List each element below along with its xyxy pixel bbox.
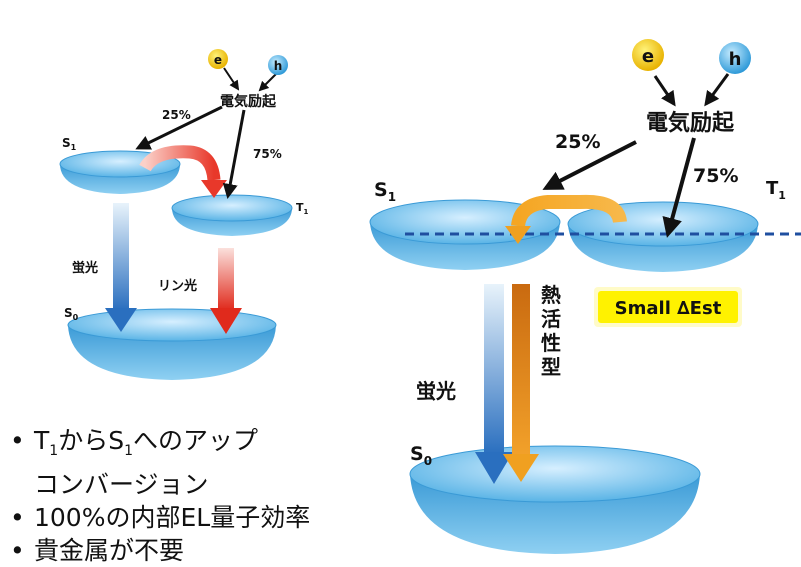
right-tadf-label: 熱 活 性 型 <box>541 283 561 379</box>
right-singlet-excitation-arrow <box>542 140 637 190</box>
left-isc-curve-arrow <box>139 145 227 198</box>
left-s0-disc <box>67 308 277 380</box>
right-excitation-label: 電気励起 <box>646 110 735 136</box>
left-hole-label: h <box>274 59 283 73</box>
left-singlet-pct: 25% <box>162 108 191 122</box>
left-phosphorescence-label: リン光 <box>158 278 197 294</box>
bullet-list: • T1からS1へのアップ コンバージョン • 100%の内部EL量子効率 • … <box>10 424 402 567</box>
left-t1-label: T1 <box>296 201 309 216</box>
left-t1-disc <box>171 194 293 236</box>
left-triplet-excitation-arrow <box>222 109 246 199</box>
right-tadf-char: 活 <box>541 307 561 331</box>
bullet-dot: • <box>10 503 25 532</box>
left-excitation-label: 電気励起 <box>220 93 277 110</box>
left-hole-ball <box>268 55 288 75</box>
right-hole-ball <box>719 42 751 74</box>
bullet-text: T1からS1へのアップ <box>34 426 259 459</box>
left-triplet-pct: 75% <box>253 147 282 161</box>
bullet-dot: • <box>10 536 25 565</box>
right-fluorescence-label: 蛍光 <box>416 379 456 403</box>
right-s0-label: S0 <box>410 443 432 468</box>
right-electron-label: e <box>642 46 654 67</box>
left-electron-arrow <box>223 67 240 91</box>
right-diagram: e h 電気励起 25% 75% S1 T1 S0 蛍光 熱 活 性 型 Sma… <box>369 39 801 554</box>
right-singlet-pct: 25% <box>555 131 600 153</box>
right-t1-disc <box>567 201 759 272</box>
bullet-item: • 100%の内部EL量子効率 <box>10 501 402 534</box>
left-s0-label: S0 <box>64 306 79 322</box>
right-tadf-char: 熱 <box>541 283 561 307</box>
left-fluorescence-label: 蛍光 <box>72 260 98 276</box>
small-dest-label: Small ∆Est <box>615 298 722 319</box>
left-singlet-excitation-arrow <box>135 105 223 150</box>
right-tadf-char: 性 <box>541 331 561 355</box>
right-fluorescence-arrow <box>475 284 513 484</box>
bullet-dot: • <box>10 426 25 455</box>
left-hole-arrow <box>258 73 277 92</box>
right-electron-ball <box>632 39 664 71</box>
left-diagram: e h 電気励起 25% 75% S1 T1 S0 蛍光 リン光 <box>59 49 309 380</box>
right-t1-label: T1 <box>766 178 786 202</box>
right-tadf-char: 型 <box>541 355 561 379</box>
left-electron-label: e <box>214 53 222 67</box>
left-electron-ball <box>208 49 228 69</box>
bullet-item: • 貴金属が不要 <box>10 534 402 567</box>
left-fluorescence-arrow <box>105 203 137 332</box>
bullet-item: • T1からS1へのアップ <box>10 424 402 468</box>
right-s1-label: S1 <box>374 179 396 204</box>
right-electron-arrow <box>653 75 676 107</box>
small-dest-box: Small ∆Est <box>594 287 742 327</box>
bullet-text: 100%の内部EL量子効率 <box>34 503 311 532</box>
right-triplet-pct: 75% <box>693 165 738 187</box>
left-s1-label: S1 <box>62 136 77 152</box>
right-s0-disc <box>409 445 701 554</box>
right-hole-arrow <box>704 73 730 107</box>
right-hole-label: h <box>729 49 742 70</box>
right-tadf-arrow <box>503 284 539 482</box>
bullet-continuation: コンバージョン <box>34 470 209 499</box>
right-reverse-isc-arrow <box>505 194 627 244</box>
bullet-text: 貴金属が不要 <box>34 536 185 565</box>
left-phosphorescence-arrow <box>210 248 242 334</box>
right-triplet-excitation-arrow <box>662 137 696 238</box>
